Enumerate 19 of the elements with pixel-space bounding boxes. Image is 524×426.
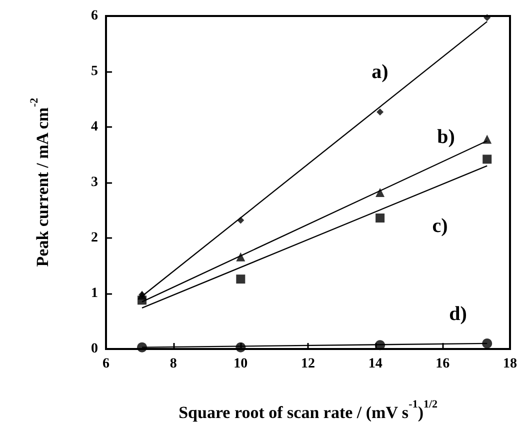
y-tick-label: 2 (91, 230, 98, 246)
x-tick-label: 14 (368, 356, 382, 372)
y-tick-label: 6 (91, 8, 98, 24)
y-tick-label: 3 (91, 175, 98, 190)
y-axis-title: Peak current / mA cm-2 (28, 97, 52, 267)
annotation: c) (432, 215, 448, 237)
x-tick-label: 10 (234, 356, 248, 372)
y-tick-label: 0 (91, 342, 98, 356)
annotation: b) (437, 126, 455, 148)
y-tick-label: 1 (91, 286, 98, 301)
x-tick-label: 8 (170, 356, 177, 372)
x-tick-label: 12 (301, 356, 315, 372)
y-tick-label: 5 (91, 64, 98, 79)
annotation: d) (449, 303, 467, 325)
x-tick-label: 6 (102, 356, 110, 372)
x-tick-label: 18 (503, 356, 517, 372)
x-tick-label: 16 (436, 356, 450, 372)
y-tick-label: 4 (91, 120, 98, 134)
annotation: a) (372, 61, 388, 83)
